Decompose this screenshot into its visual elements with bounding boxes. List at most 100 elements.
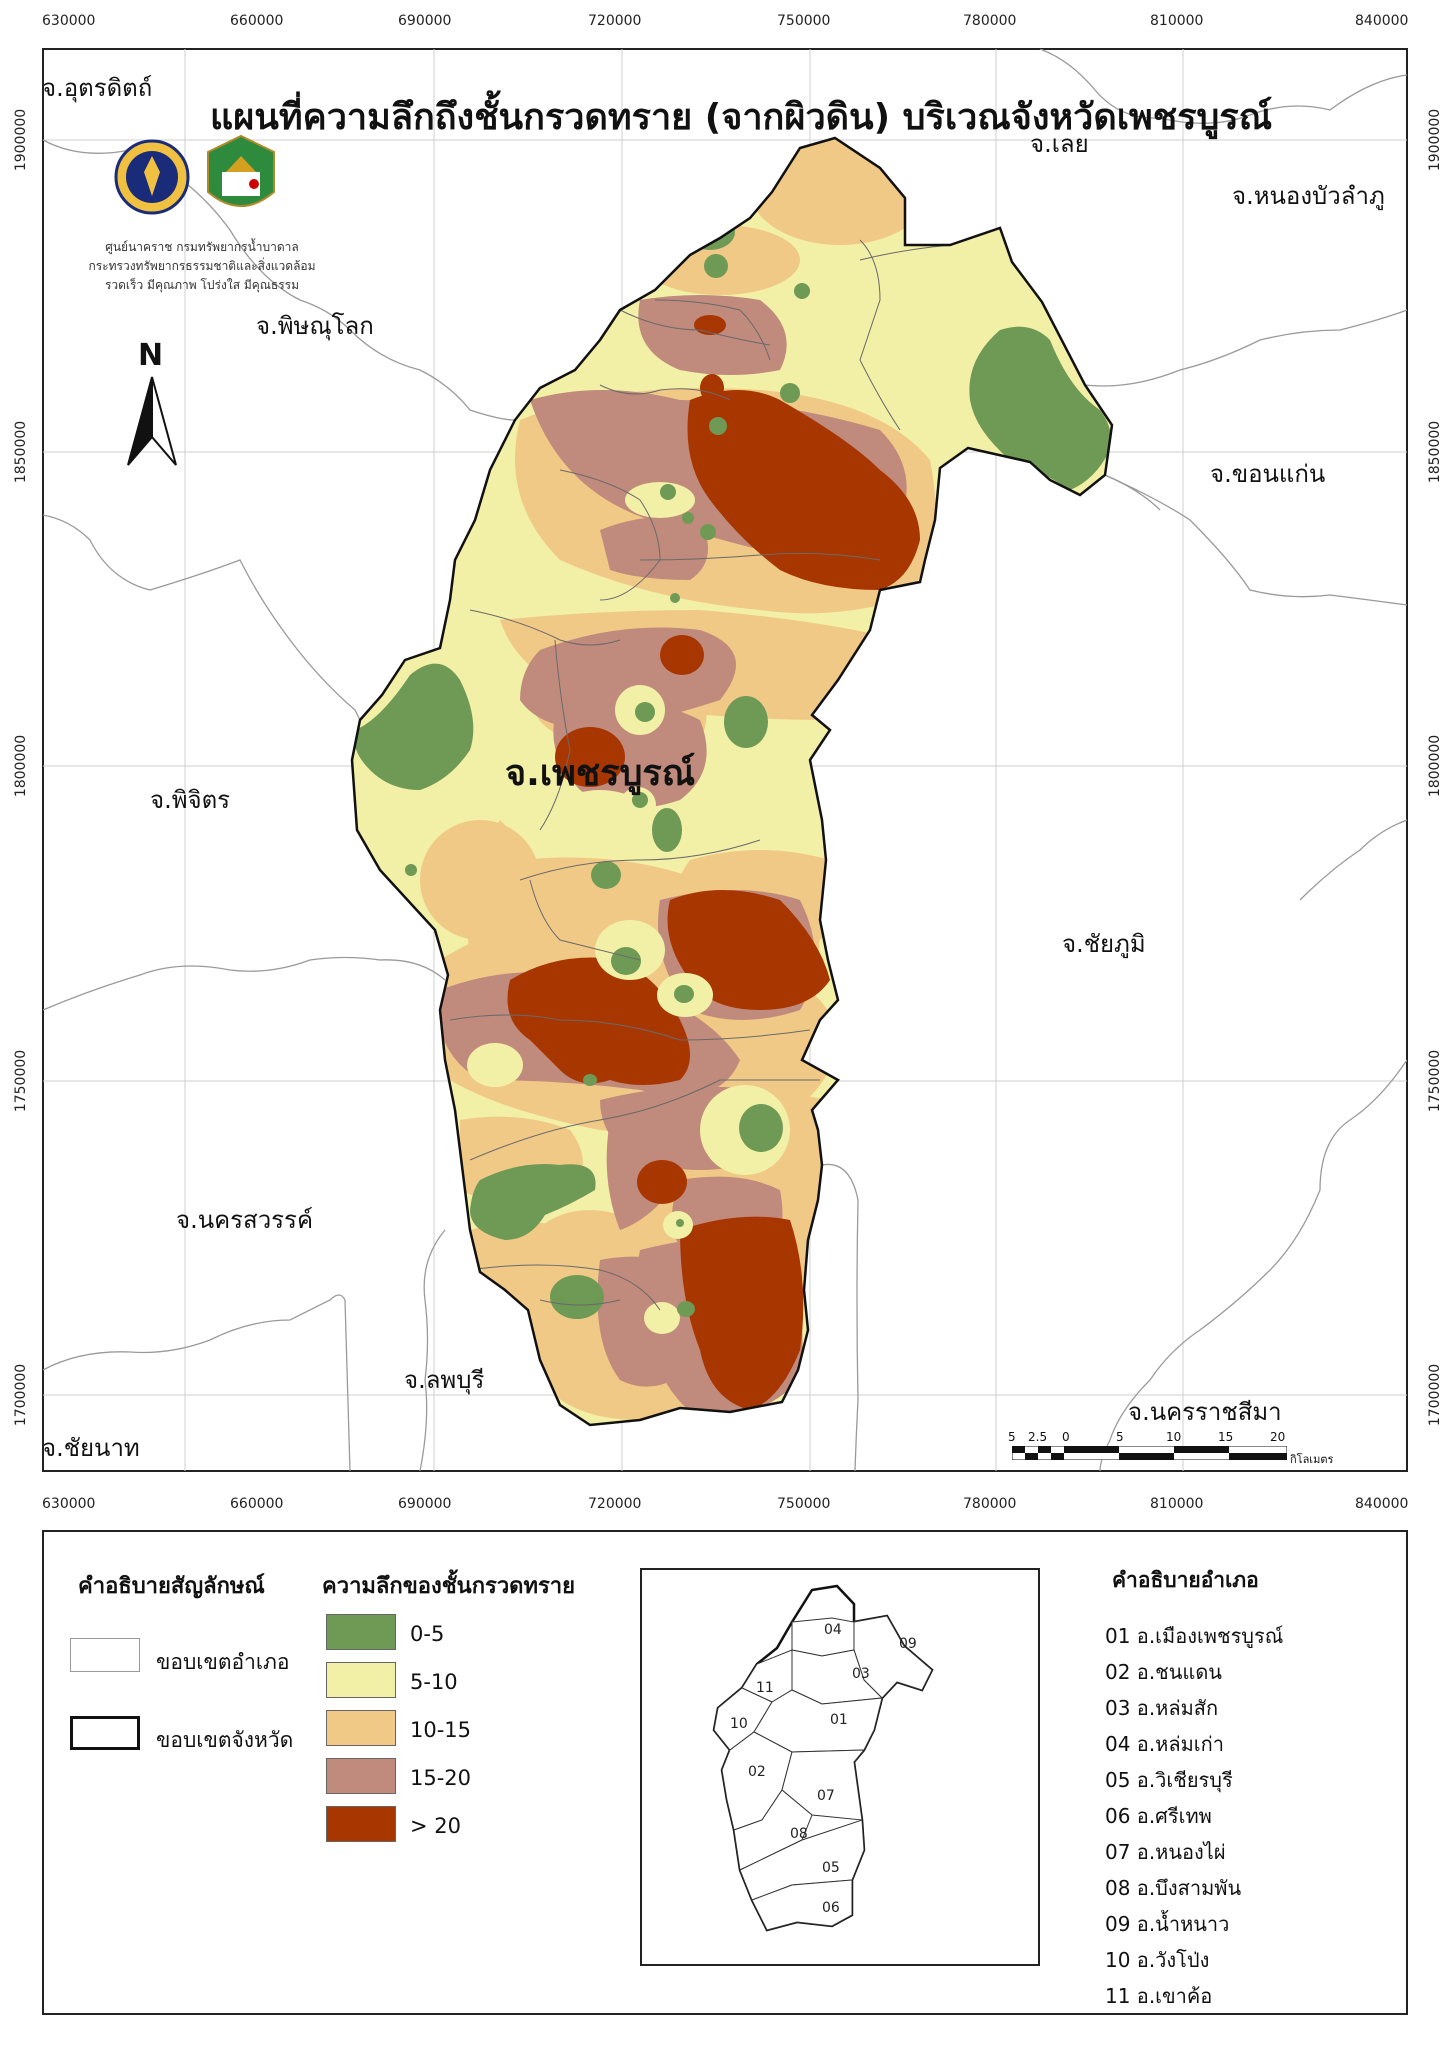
inset-label-10: 10	[730, 1716, 748, 1732]
north-arrow-icon	[127, 376, 177, 466]
district-boundary-swatch	[70, 1638, 140, 1672]
scale-label: 20	[1270, 1430, 1286, 1444]
y-tick-left: 1900000	[13, 108, 30, 172]
depth-legend-title: ความลึกของชั้นกรวดทราย	[322, 1574, 576, 1599]
district-item: 03 อ.หล่มสัก	[1105, 1696, 1219, 1720]
x-tick-top: 690000	[398, 13, 452, 29]
x-tick-bottom: 630000	[42, 1496, 96, 1512]
agency-line-3: รวดเร็ว มีคุณภาพ โปร่งใส มีคุณธรรม	[104, 278, 300, 292]
province-label-nongbualamphu: จ.หนองบัวลำภู	[1232, 182, 1385, 210]
province-label-chaiyaphum: จ.ชัยภูมิ	[1062, 930, 1146, 958]
district-inset-map[interactable]: 04 09 03 11 10 01 02 07 08 05 06	[640, 1568, 1040, 1966]
depth-swatch-10-15	[326, 1710, 396, 1746]
district-item: 09 อ.น้ำหนาว	[1105, 1912, 1230, 1936]
depth-label-15-20: 15-20	[410, 1766, 472, 1790]
district-item: 08 อ.บึงสามพัน	[1105, 1876, 1242, 1900]
depth-swatch-0-5	[326, 1614, 396, 1650]
district-boundaries	[449, 239, 951, 1311]
inset-label-06: 06	[822, 1900, 840, 1916]
x-tick-top: 810000	[1150, 13, 1204, 29]
scale-unit: กิโลเมตร	[1290, 1453, 1334, 1466]
y-tick-left: 1700000	[13, 1363, 30, 1427]
x-tick-bottom: 750000	[777, 1496, 831, 1512]
inset-label-04: 04	[824, 1622, 842, 1638]
neighbor-province-boundaries	[43, 49, 1407, 1471]
scale-label: 10	[1166, 1430, 1182, 1444]
depth-swatch-gt-20	[326, 1806, 396, 1842]
scale-bar-graphic	[1012, 1446, 1287, 1460]
province-label-phitsanulok: จ.พิษณุโลก	[256, 312, 374, 340]
scale-label: 2.5	[1028, 1430, 1048, 1444]
x-tick-top: 840000	[1355, 13, 1409, 29]
province-label-nakhonratchasima: จ.นครราชสีมา	[1128, 1398, 1282, 1426]
map-canvas[interactable]	[0, 0, 1449, 1530]
depth-swatch-15-20	[326, 1758, 396, 1794]
province-label-uttaradit: จ.อุตรดิตถ์	[42, 74, 153, 102]
depth-label-5-10: 5-10	[410, 1670, 458, 1694]
province-boundary-label: ขอบเขตจังหวัด	[156, 1728, 294, 1752]
x-tick-bottom: 660000	[230, 1496, 284, 1512]
province-boundary-swatch	[70, 1716, 140, 1750]
scale-bar: 5 2.5 0 5 10 15 20 กิโลเมตร	[1008, 1430, 1334, 1470]
north-label: N	[138, 338, 164, 373]
district-legend-title: คำอธิบายอำเภอ	[1112, 1568, 1259, 1592]
depth-label-gt-20: > 20	[410, 1814, 461, 1838]
x-tick-bottom: 810000	[1150, 1496, 1204, 1512]
map-title: แผนที่ความลึกถึงชั้นกรวดทราย (จากผิวดิน)…	[210, 97, 1273, 138]
district-item: 02 อ.ชนแดน	[1105, 1660, 1222, 1684]
inset-svg	[712, 1584, 934, 1932]
scale-label: 15	[1218, 1430, 1234, 1444]
depth-label-10-15: 10-15	[410, 1718, 472, 1742]
province-label-lopburi: จ.ลพบุรี	[404, 1366, 485, 1394]
inset-label-01: 01	[830, 1712, 848, 1728]
inset-label-11: 11	[756, 1680, 774, 1696]
depth-raster	[352, 138, 1112, 1425]
province-label-loei: จ.เลย	[1030, 130, 1089, 158]
province-label-nakhonsawan: จ.นครสวรรค์	[176, 1206, 314, 1234]
ministry-seal-logo	[207, 134, 275, 207]
inset-label-07: 07	[817, 1788, 835, 1804]
inset-label-05: 05	[822, 1860, 840, 1876]
dgr-seal-logo	[114, 139, 190, 215]
district-item: 01 อ.เมืองเพชรบูรณ์	[1105, 1624, 1284, 1648]
agency-line-1: ศูนย์นาคราช กรมทรัพยากรน้ำบาดาล	[105, 240, 299, 254]
x-tick-bottom: 840000	[1355, 1496, 1409, 1512]
depth-swatch-5-10	[326, 1662, 396, 1698]
y-tick-left: 1850000	[13, 420, 30, 484]
scale-label: 5	[1116, 1430, 1124, 1444]
inset-label-02: 02	[748, 1764, 766, 1780]
y-tick-right: 1750000	[1427, 1049, 1444, 1113]
district-item: 05 อ.วิเชียรบุรี	[1105, 1768, 1233, 1792]
inset-label-03: 03	[852, 1666, 870, 1682]
x-tick-top: 630000	[42, 13, 96, 29]
district-boundary-label: ขอบเขตอำเภอ	[156, 1650, 290, 1674]
x-tick-top: 780000	[963, 13, 1017, 29]
district-item: 04 อ.หล่มเก่า	[1105, 1732, 1224, 1756]
phetchabun-label: จ.เพชรบูรณ์	[505, 753, 696, 794]
x-tick-bottom: 690000	[398, 1496, 452, 1512]
x-tick-bottom: 780000	[963, 1496, 1017, 1512]
scale-label: 0	[1062, 1430, 1070, 1444]
depth-label-0-5: 0-5	[410, 1622, 445, 1646]
district-item: 07 อ.หนองไผ่	[1105, 1840, 1226, 1864]
district-item: 11 อ.เขาค้อ	[1105, 1984, 1213, 2008]
agency-credit: ศูนย์นาคราช กรมทรัพยากรน้ำบาดาล กระทรวงท…	[82, 238, 322, 295]
province-label-chainat: จ.ชัยนาท	[42, 1434, 140, 1462]
agency-line-2: กระทรวงทรัพยากรธรรมชาติและสิ่งแวดล้อม	[88, 259, 316, 273]
y-tick-right: 1850000	[1427, 420, 1444, 484]
x-tick-top: 750000	[777, 13, 831, 29]
district-item: 10 อ.วังโป่ง	[1105, 1948, 1210, 1972]
inset-label-09: 09	[899, 1636, 917, 1652]
inset-label-08: 08	[790, 1826, 808, 1842]
y-tick-left: 1750000	[13, 1049, 30, 1113]
y-tick-right: 1900000	[1427, 108, 1444, 172]
district-item: 06 อ.ศรีเทพ	[1105, 1804, 1212, 1828]
x-tick-top: 720000	[588, 13, 642, 29]
y-tick-right: 1700000	[1427, 1363, 1444, 1427]
province-label-khonkaen: จ.ขอนแก่น	[1210, 460, 1326, 488]
y-tick-right: 1800000	[1427, 734, 1444, 798]
x-tick-top: 660000	[230, 13, 284, 29]
scale-label: 5	[1008, 1430, 1016, 1444]
province-label-phichit: จ.พิจิตร	[150, 786, 231, 814]
x-tick-bottom: 720000	[588, 1496, 642, 1512]
